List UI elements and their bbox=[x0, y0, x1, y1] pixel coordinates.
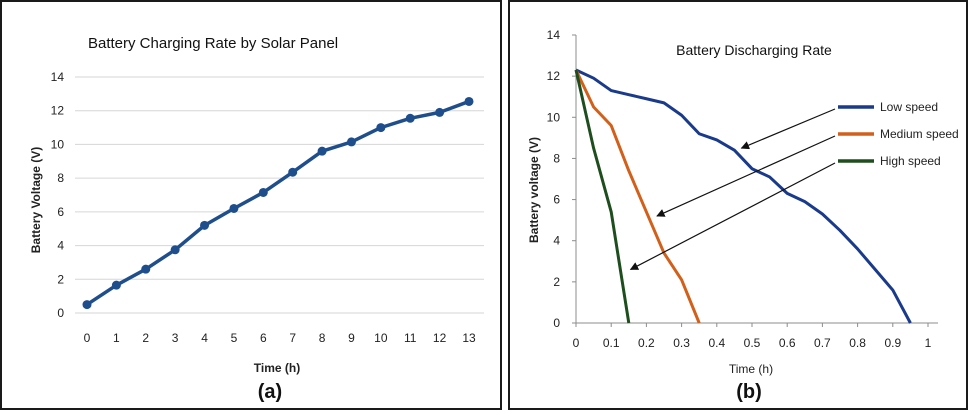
data-point bbox=[464, 96, 474, 106]
x-tick-label: 0 bbox=[573, 336, 580, 350]
panel-a-frame bbox=[0, 0, 502, 410]
annotation-arrow bbox=[740, 108, 836, 150]
data-point bbox=[82, 300, 92, 310]
x-tick-label: 0.7 bbox=[814, 336, 831, 350]
x-tick-label: 1 bbox=[113, 331, 120, 345]
data-point bbox=[376, 123, 386, 133]
y-axis-label: Battery Voltage (V) bbox=[29, 147, 43, 253]
legend-entry-label: Medium speed bbox=[880, 127, 959, 141]
discharging-chart: Battery Discharging Rate 0 2 4 6 8 10 12 14 0 0.1 0… bbox=[527, 28, 959, 403]
annotation-arrow bbox=[629, 162, 836, 271]
y-tick-label: 12 bbox=[547, 69, 561, 83]
panel-label-a: (a) bbox=[258, 381, 282, 403]
x-tick-label: 9 bbox=[348, 331, 355, 345]
y-tick-label: 2 bbox=[57, 272, 64, 286]
series-line-0 bbox=[575, 68, 912, 324]
panel-label-b: (b) bbox=[736, 381, 762, 403]
y-tick-label: 0 bbox=[553, 316, 560, 330]
y-tick-label: 10 bbox=[51, 137, 65, 151]
y-tick-label: 4 bbox=[57, 239, 64, 253]
x-tick-label: 11 bbox=[404, 331, 417, 345]
y-tick-label: 8 bbox=[57, 171, 64, 185]
y-tick-label: 6 bbox=[57, 205, 64, 219]
x-tick-label: 0.9 bbox=[884, 336, 901, 350]
data-point bbox=[317, 146, 327, 156]
data-point bbox=[288, 167, 298, 177]
x-tick-label: 2 bbox=[142, 331, 149, 345]
y-tick-label: 6 bbox=[553, 193, 560, 207]
chart-b-title: Battery Discharging Rate bbox=[676, 42, 832, 58]
y-tick-label: 10 bbox=[547, 110, 561, 124]
x-tick-label: 0.4 bbox=[708, 336, 725, 350]
y-tick-label: 4 bbox=[553, 234, 560, 248]
data-point bbox=[435, 107, 445, 117]
chart-panel-a: Battery Charging Rate by Solar Panel 0 2 4 6… bbox=[0, 0, 504, 410]
y-tick-label: 12 bbox=[51, 104, 65, 118]
x-tick-label: 0.6 bbox=[779, 336, 796, 350]
x-tick-label: 12 bbox=[433, 331, 447, 345]
y-tick-label: 14 bbox=[51, 70, 65, 84]
x-tick-label: 10 bbox=[374, 331, 388, 345]
x-tick-label: 13 bbox=[462, 331, 476, 345]
panel-b-frame bbox=[508, 0, 968, 410]
x-tick-label: 6 bbox=[260, 331, 267, 345]
y-tick-label: 2 bbox=[553, 275, 560, 289]
data-point bbox=[346, 137, 356, 147]
data-point bbox=[170, 245, 180, 255]
legend-entry-label: High speed bbox=[880, 154, 941, 168]
y-tick-label: 14 bbox=[547, 28, 561, 42]
annotation-arrow bbox=[656, 135, 836, 217]
x-tick-label: 5 bbox=[231, 331, 238, 345]
data-point bbox=[141, 264, 151, 274]
data-point bbox=[258, 187, 268, 197]
data-point bbox=[111, 280, 121, 290]
x-tick-label: 0.1 bbox=[603, 336, 620, 350]
x-tick-label: 8 bbox=[319, 331, 326, 345]
x-tick-label: 1 bbox=[925, 336, 932, 350]
x-tick-label: 4 bbox=[201, 331, 208, 345]
y-tick-label: 0 bbox=[57, 306, 64, 320]
chart-panel-b: Battery Discharging Rate 0 2 4 6 8 10 12 14 0 0.1 0… bbox=[508, 0, 968, 410]
x-axis-label: Time (h) bbox=[729, 362, 773, 376]
x-axis-label: Time (h) bbox=[254, 361, 300, 375]
x-tick-label: 0 bbox=[84, 331, 91, 345]
x-tick-label: 0.3 bbox=[673, 336, 690, 350]
x-tick-label: 0.8 bbox=[849, 336, 866, 350]
x-tick-label: 3 bbox=[172, 331, 179, 345]
x-tick-label: 0.2 bbox=[638, 336, 655, 350]
series-line bbox=[86, 99, 470, 307]
data-point bbox=[229, 203, 239, 213]
charging-chart: Battery Charging Rate by Solar Panel 0 2 4 6… bbox=[29, 35, 484, 403]
legend-entry-label: Low speed bbox=[880, 100, 938, 114]
chart-a-title: Battery Charging Rate by Solar Panel bbox=[88, 35, 338, 52]
data-point bbox=[405, 113, 415, 123]
series-line-2 bbox=[574, 69, 631, 324]
y-tick-label: 8 bbox=[553, 151, 560, 165]
data-point bbox=[200, 220, 210, 230]
y-axis-label: Battery voltage (V) bbox=[527, 137, 541, 243]
x-tick-label: 7 bbox=[289, 331, 296, 345]
x-tick-label: 0.5 bbox=[744, 336, 761, 350]
series-line-1 bbox=[574, 69, 701, 324]
